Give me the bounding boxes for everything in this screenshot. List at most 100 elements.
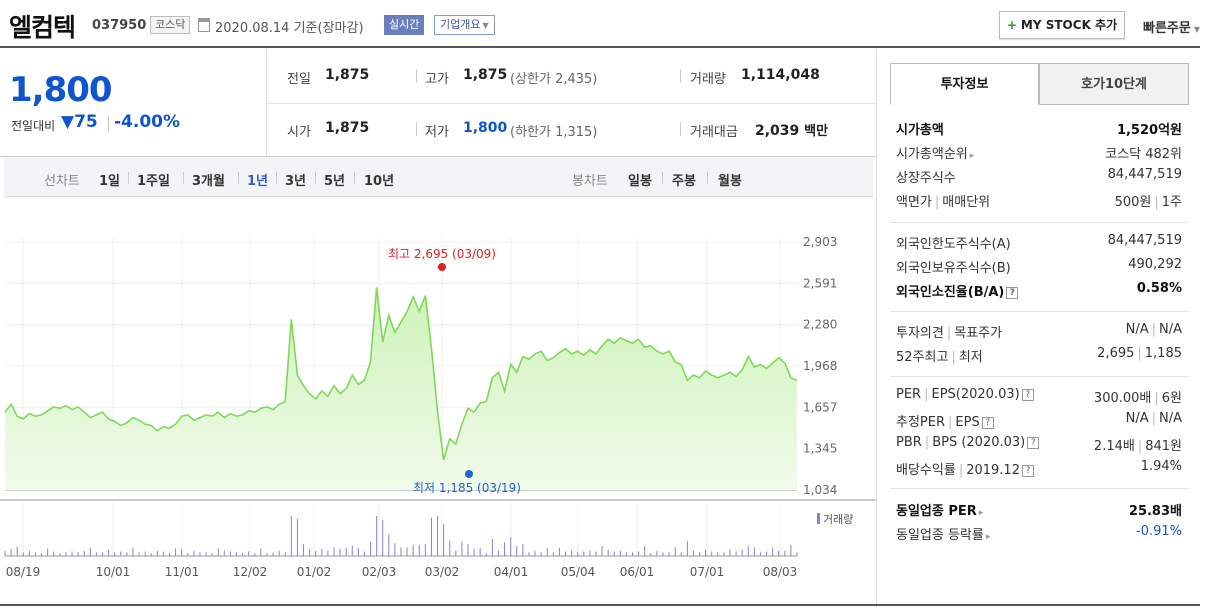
info-row-label: PER | EPS(2020.03)? [896, 387, 1034, 402]
info-row-value: N/A | N/A [1125, 322, 1182, 337]
tab-1d[interactable]: 1일 [99, 174, 121, 189]
info-row-value: -0.91% [1136, 524, 1182, 539]
x-tick-label: 10/01 [96, 565, 131, 579]
chevron-right-icon[interactable]: ▸ [969, 151, 975, 161]
info-row-value: 0.58% [1136, 281, 1182, 296]
info-row: 투자의견 | 목표주가 N/A | N/A [896, 322, 1182, 342]
help-icon[interactable]: ? [1021, 465, 1034, 477]
x-tick-label: 11/01 [165, 565, 200, 579]
x-tick-label: 07/01 [690, 565, 725, 579]
high-label: 고가 [425, 72, 449, 87]
info-row: 52주최고 | 최저 2,695 | 1,185 [896, 346, 1182, 366]
y-tick-label: 1,968 [803, 359, 837, 373]
help-icon[interactable]: ? [1021, 389, 1034, 401]
y-tick-label: 2,591 [803, 276, 837, 290]
info-row: PBR | BPS (2020.03)? 2.14배 | 841원 [896, 435, 1182, 455]
high-value: 1,875 [463, 67, 508, 83]
tab-invest-info[interactable]: 투자정보 [890, 63, 1039, 105]
tab-5y[interactable]: 5년 [324, 174, 346, 189]
info-row-label: 배당수익률 | 2019.12? [896, 459, 1034, 478]
amount-value: 2,039 백만 [755, 123, 829, 139]
y-tick-label: 2,903 [803, 235, 837, 249]
min-label: 최저 1,185 (03/19) [413, 481, 521, 495]
tab-daily[interactable]: 일봉 [628, 174, 652, 189]
section-divider [890, 311, 1189, 312]
y-tick-label: 1,657 [803, 400, 837, 414]
x-tick-label: 04/01 [494, 565, 529, 579]
chevron-down-icon: ▼ [482, 21, 489, 30]
calendar-icon [198, 18, 210, 32]
open-value: 1,875 [325, 120, 370, 136]
tab-3y[interactable]: 3년 [285, 174, 307, 189]
info-row: 추정PER | EPS? N/A | N/A [896, 411, 1182, 431]
max-label: 최고 2,695 (03/09) [388, 247, 496, 261]
price-area [5, 287, 797, 490]
change-label: 전일대비 [11, 119, 56, 133]
tab-1y[interactable]: 1년 [247, 174, 269, 189]
info-row-label: 외국인소진율(B/A)? [896, 281, 1019, 300]
info-row-value: 2.14배 | 841원 [1093, 439, 1182, 454]
info-row-label: 투자의견 | 목표주가 [896, 326, 1003, 341]
tab-weekly[interactable]: 주봉 [672, 174, 696, 189]
upper-limit: (상한가 2,435) [510, 72, 598, 87]
min-point [465, 470, 473, 478]
x-tick-label: 05/04 [561, 565, 596, 579]
info-row: 시가총액순위 ▸ 코스닥 482위 [896, 143, 1182, 163]
info-row-label: 시가총액 [896, 123, 944, 138]
tab-10y[interactable]: 10년 [364, 174, 395, 189]
tab-monthly[interactable]: 월봉 [718, 174, 742, 189]
help-icon[interactable]: ? [1006, 287, 1019, 299]
down-triangle-icon: ▼ [61, 112, 75, 132]
tab-3m[interactable]: 3개월 [192, 174, 225, 189]
current-price: 1,800 [9, 70, 113, 110]
company-overview-dropdown[interactable]: 기업개요 ▼ [434, 15, 495, 35]
help-icon[interactable]: ? [1027, 437, 1040, 449]
date-text: 2020.08.14 기준(장마감) [215, 21, 364, 36]
open-label: 시가 [287, 125, 311, 140]
plus-icon: + [1006, 18, 1017, 32]
y-tick-label: 1,345 [803, 442, 837, 456]
info-row-value: 1.94% [1140, 459, 1182, 474]
info-row: 외국인보유주식수(B) 490,292 [896, 257, 1182, 277]
price-chart: 2,903 2,591 2,280 1,968 1,657 1,345 1,034 최고 2,… [0, 235, 876, 579]
info-row: 동일업종 PER ▸ 25.83배 [896, 500, 1182, 520]
info-row-label: 외국인보유주식수(B) [896, 261, 1011, 276]
my-stock-add-button[interactable]: + MY STOCK 추가 [999, 11, 1125, 39]
header-divider [0, 46, 1200, 48]
info-row-label: 상장주식수 [896, 171, 956, 186]
info-row-label: 시가총액순위 ▸ [896, 147, 975, 162]
section-divider [890, 222, 1189, 223]
tab-1w[interactable]: 1주일 [137, 174, 170, 189]
price-change: ▼75 [61, 112, 98, 132]
info-row-value: 25.83배 [1128, 504, 1182, 519]
volume-legend: 거래량 [823, 513, 853, 526]
info-row-label: 액면가 | 매매단위 [896, 195, 991, 210]
amount-label: 거래대금 [690, 125, 738, 140]
info-row-label: 추정PER | EPS? [896, 411, 994, 430]
lower-limit: (하한가 1,315) [510, 125, 598, 140]
info-row-value: N/A | N/A [1125, 411, 1182, 426]
info-row-label: 동일업종 PER ▸ [896, 504, 984, 519]
chevron-right-icon[interactable]: ▸ [978, 508, 984, 518]
help-icon[interactable]: ? [981, 417, 994, 429]
info-row: 외국인한도주식수(A) 84,447,519 [896, 233, 1182, 253]
price-line [4, 287, 798, 461]
info-row-value: 490,292 [1128, 257, 1182, 272]
chevron-down-icon: ▼ [1193, 25, 1200, 34]
prev-value: 1,875 [325, 67, 370, 83]
tab-orderbook-10[interactable]: 호가10단계 [1039, 63, 1189, 105]
info-row-value: 코스닥 482위 [1105, 147, 1182, 162]
stock-name: 엘컴텍 [9, 13, 76, 42]
info-row-value: 2,695 | 1,185 [1097, 346, 1182, 361]
info-row-label: 52주최고 | 최저 [896, 350, 983, 365]
info-row: 외국인소진율(B/A)? 0.58% [896, 281, 1182, 301]
prev-label: 전일 [287, 72, 311, 87]
realtime-badge[interactable]: 실시간 [384, 15, 425, 35]
candle-chart-label: 봉차트 [572, 174, 608, 189]
low-value: 1,800 [463, 120, 508, 136]
volume-label: 거래량 [690, 72, 726, 87]
quick-order-dropdown[interactable]: 빠른주문 ▼ [1143, 21, 1200, 36]
info-row-label: PBR | BPS (2020.03)? [896, 435, 1040, 450]
info-row-value: 84,447,519 [1107, 233, 1182, 248]
chevron-right-icon[interactable]: ▸ [985, 532, 991, 542]
